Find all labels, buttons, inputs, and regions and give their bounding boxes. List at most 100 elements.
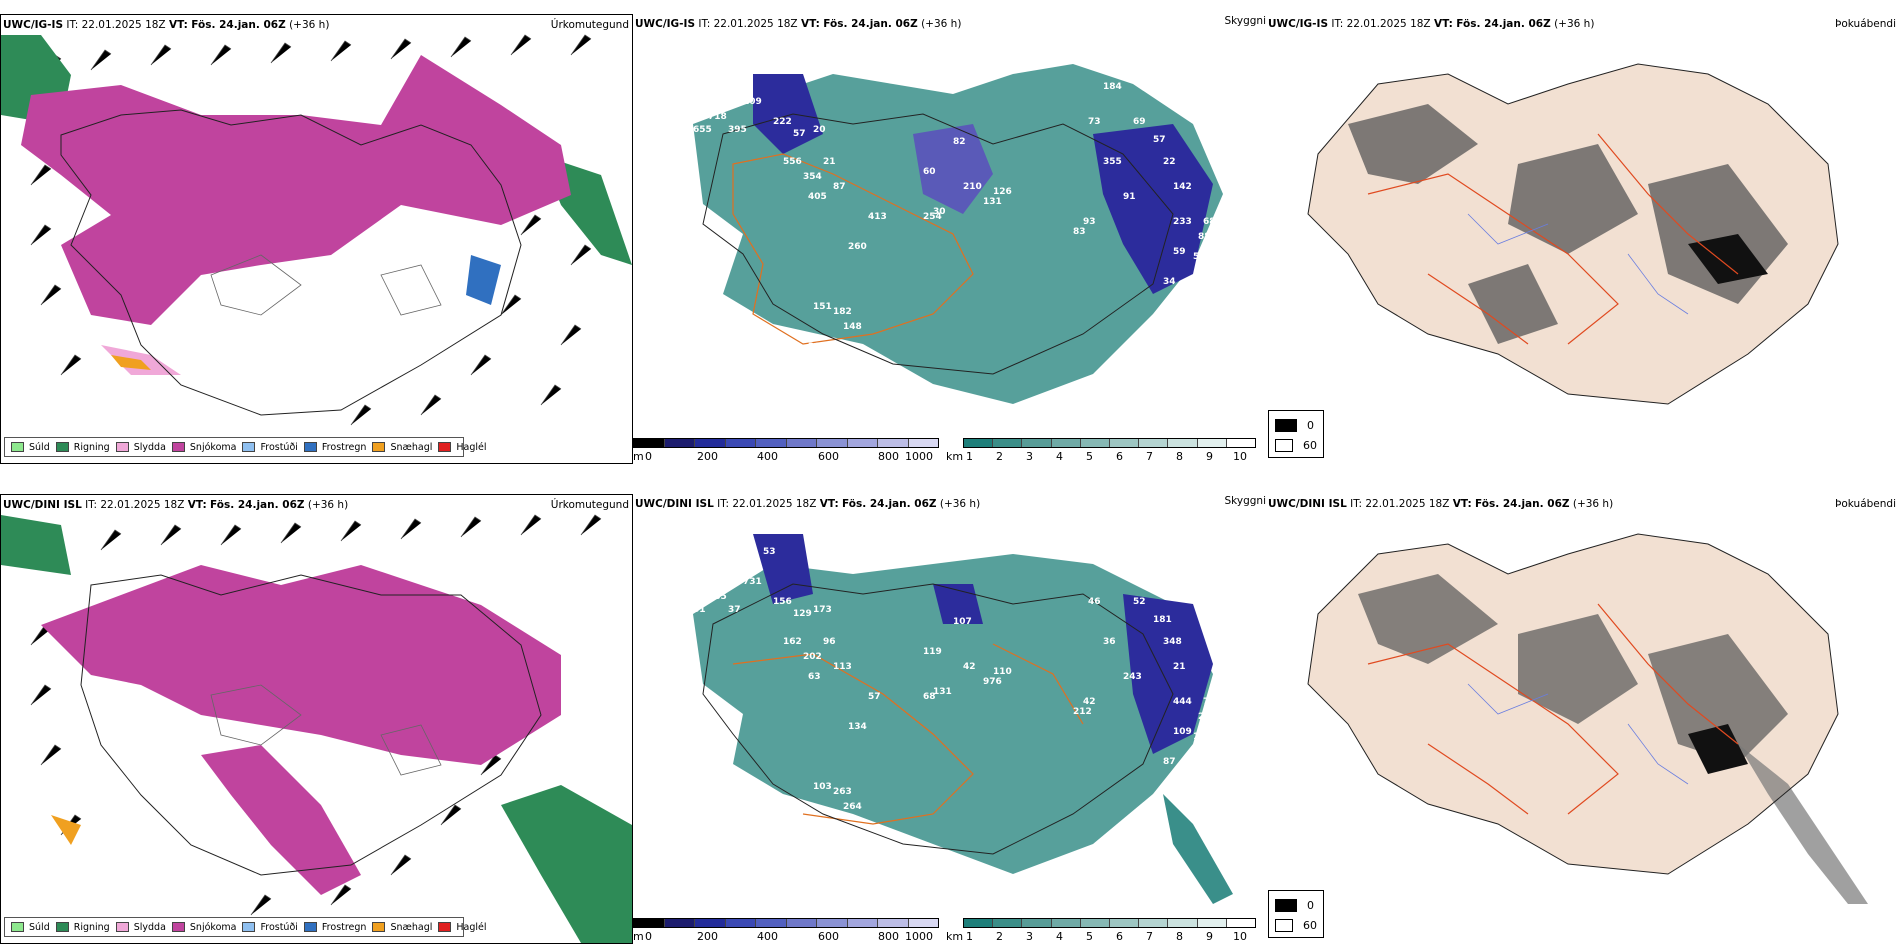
cloudbase-label: 716 [1203, 697, 1222, 707]
lead-time: (+36 h) [307, 499, 349, 511]
tick-label: 200 [697, 930, 718, 943]
cloudbase-label: 243 [1123, 672, 1142, 682]
cloudbase-bar [633, 438, 939, 448]
cloudbase-label: 103 [813, 782, 832, 792]
cloudbase-label: 395 [728, 125, 747, 135]
cloudbase-label: 405 [808, 192, 827, 202]
fog-legend: 0 60 [1268, 890, 1324, 938]
tick-label: 600 [818, 450, 839, 463]
cloudbase-label: 134 [848, 722, 867, 732]
tick-label: 0 [645, 450, 652, 463]
fog-area-dense [1688, 724, 1748, 774]
cloudbase-label: 42 [963, 662, 976, 672]
wind-barbs [30, 34, 592, 426]
cloudbase-label: 36 [1103, 637, 1116, 647]
river-lines [1467, 213, 1689, 315]
legend-label: Snjókoma [189, 441, 237, 453]
it-value: 22.01.2025 18Z [100, 499, 185, 511]
legend-swatch [171, 922, 185, 932]
precip-title: Úrkomutegund [550, 499, 629, 511]
fog-area-dense [1688, 234, 1768, 284]
cloudbase-label: 109 [1173, 727, 1192, 737]
cloudbase-label: 87 [1163, 757, 1176, 767]
cloud-title: Skyggni [1224, 495, 1267, 507]
panel-title: UWC/IG-IS IT: 22.01.2025 18Z VT: Fös. 24… [1268, 17, 1594, 31]
tick-label: 800 [878, 450, 899, 463]
cloudbase-label: 119 [923, 647, 942, 657]
cloudbase-label: 91 [1123, 192, 1136, 202]
vt-label: VT: [168, 19, 188, 31]
cloudbase-label: 202 [803, 652, 822, 662]
cloudbase-area [1093, 124, 1213, 294]
cloudbase-label: 47 [763, 67, 776, 77]
cloudbase-label: 355 [1103, 157, 1122, 167]
cloudbase-label: 260 [848, 242, 867, 252]
cloudbase-area [753, 74, 823, 154]
model-name: UWC/IG-IS [635, 18, 696, 30]
cloudbase-label: 21 [823, 157, 836, 167]
it-value: 22.01.2025 18Z [732, 498, 817, 510]
cloudbase-label: 464 [933, 397, 952, 407]
tick-label: 3 [1026, 450, 1033, 463]
cloudbase-label: 354 [803, 172, 822, 182]
tick-label: 0 [645, 930, 652, 943]
cloudbase-label: 147 [1103, 562, 1122, 572]
lead-time: (+36 h) [289, 19, 330, 31]
precip-title: Úrkomutegund [550, 19, 629, 31]
coastline [80, 574, 542, 876]
cloudbase-label: 68 [923, 692, 936, 702]
cloudbase-label: 55 [1193, 252, 1206, 262]
tick-label: 5 [1086, 450, 1093, 463]
tick-label: 7 [1146, 930, 1153, 943]
cloudbase-label: 20 [813, 125, 826, 135]
it-label: IT: [717, 498, 730, 510]
road-lines [1367, 603, 1739, 815]
cloudbase-label: 264 [808, 342, 827, 352]
cloudbase-area [1123, 594, 1213, 754]
legend-swatch [303, 922, 317, 932]
tick-label: 2 [996, 450, 1003, 463]
legend-label: 0 [1307, 418, 1314, 432]
tick-label: 10 [1233, 930, 1247, 943]
it-label: IT: [1331, 18, 1344, 30]
vt-value: Fös. 24.jan. 06Z [823, 18, 918, 30]
road-lines [1367, 133, 1739, 345]
precip-panel-row2: UWC/DINI ISL IT: 22.01.2025 18Z VT: Fös.… [0, 494, 633, 944]
panel-title: UWC/DINI ISL IT: 22.01.2025 18Z VT: Fös.… [1268, 497, 1613, 511]
tick-label: 400 [757, 450, 778, 463]
it-label: IT: [85, 499, 98, 511]
cloudbase-label: 158 [753, 367, 772, 377]
cloudbase-label: 69 [1133, 117, 1146, 127]
cloudbase-label: 21 [1173, 662, 1186, 672]
legend-swatch [372, 922, 386, 932]
freezing-rain-area [466, 255, 501, 305]
visibility-area [1163, 794, 1233, 904]
cloudbase-label: 210 [963, 182, 982, 192]
legend-swatch [372, 442, 386, 452]
cloudbase-label: 107 [953, 617, 972, 627]
fog-map-row2 [1307, 533, 1868, 904]
cloudbase-area [753, 534, 983, 624]
legend-swatch [11, 442, 24, 452]
tick-label: 1000 [905, 450, 933, 463]
tick-label: 600 [818, 930, 839, 943]
cloudbase-label: 254 [923, 212, 942, 222]
road-lines [732, 153, 974, 345]
legend-swatch [438, 442, 452, 452]
cloudbase-label: 109 [743, 97, 762, 107]
vt-value: Fös. 24.jan. 06Z [210, 499, 305, 511]
legend-label: Snæhagl [390, 921, 433, 933]
cloud-title: Skyggni [1224, 15, 1267, 27]
cloudbase-unit: m [633, 930, 644, 943]
tick-label: 1 [966, 450, 973, 463]
vt-value: Fös. 24.jan. 06Z [1475, 498, 1570, 510]
icepellet-area [111, 355, 151, 370]
cloudbase-label: 113 [833, 662, 852, 672]
model-name: UWC/DINI ISL [1268, 498, 1347, 510]
panel-title: UWC/IG-IS IT: 22.01.2025 18Z VT: Fös. 24… [3, 18, 329, 32]
cloudbase-label: 173 [813, 605, 832, 615]
fog-area [1738, 744, 1868, 904]
cloudbase-label: 57 [868, 692, 881, 702]
